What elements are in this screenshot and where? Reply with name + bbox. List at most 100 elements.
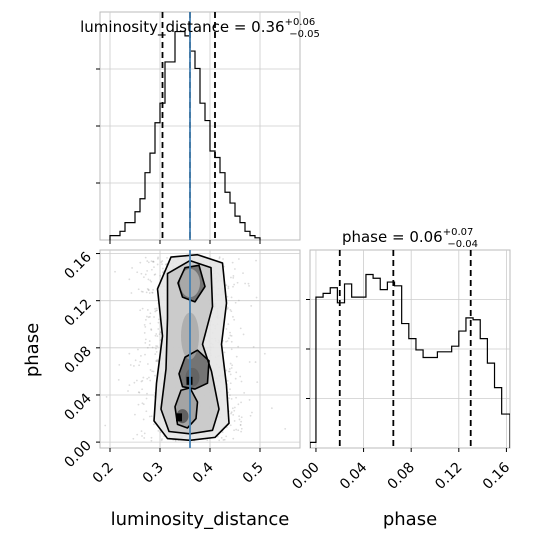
hist1-bin-27 — [245, 231, 250, 240]
scatter-sample-point — [151, 291, 154, 294]
scatter-2d-panel: 0.2 0.3 0.4 0.5 0.00 0.04 0.08 0.12 0.16 lumino… — [22, 249, 301, 530]
scatter-sample-point — [154, 353, 157, 355]
scatter-sample-point — [150, 329, 153, 331]
scatter-sample-point — [161, 267, 164, 270]
scatter-sample-point — [240, 427, 243, 430]
scatter-sample-point — [141, 307, 144, 310]
scatter-sample-point — [230, 340, 233, 343]
scatter-sample-point — [150, 328, 153, 331]
scatter-sample-point — [251, 411, 253, 414]
hist2-bin-23 — [473, 320, 480, 448]
scatter-sample-point — [150, 439, 153, 442]
scatter-sample-point — [142, 376, 145, 379]
scatter-sample-point — [225, 284, 228, 287]
scatter-sample-point — [138, 364, 140, 367]
scatter-sample-point — [244, 282, 247, 285]
scatter-sample-point — [232, 315, 234, 318]
hist2-bin-6 — [352, 297, 359, 448]
hist1-bin-5 — [135, 212, 140, 240]
hist1-bin-2 — [120, 231, 125, 240]
hist1-ticks — [96, 68, 261, 244]
scatter-sample-point — [232, 413, 235, 416]
scatter-sample-point — [237, 345, 240, 348]
scatter-sample-point — [233, 420, 236, 422]
scatter-sample-point — [155, 345, 157, 347]
scatter-ytick-label-4: 0.16 — [61, 249, 94, 282]
scatter-sample-point — [249, 414, 252, 417]
scatter-sample-point — [141, 291, 144, 293]
hist2-bin-24 — [480, 339, 487, 448]
hist1-bin-19 — [205, 121, 210, 240]
scatter-sample-point — [237, 258, 240, 260]
scatter-sample-point — [155, 360, 157, 362]
scatter-sample-point — [128, 278, 131, 281]
scatter-sample-point — [243, 391, 246, 394]
scatter-sample-point — [142, 403, 145, 406]
hist-phase-panel: 0.00 0.04 0.08 0.12 0.16 phase = 0.06+0.07 −0… — [289, 227, 513, 530]
scatter-sample-point — [146, 315, 148, 318]
scatter-sample-point — [270, 407, 273, 410]
hist1-bin-18 — [200, 103, 205, 240]
scatter-sample-point — [232, 275, 235, 277]
scatter-sample-point — [144, 256, 147, 259]
scatter-sample-point — [146, 392, 148, 395]
hist1-bin-7 — [145, 173, 150, 240]
scatter-sample-point — [156, 309, 158, 312]
scatter-sample-point — [139, 360, 142, 363]
scatter-sample-point — [153, 316, 155, 318]
scatter-sample-point — [146, 309, 149, 311]
scatter-sample-point — [222, 258, 224, 260]
scatter-sample-point — [137, 348, 139, 351]
contour-line-4 — [177, 264, 206, 303]
scatter-sample-point — [225, 328, 228, 330]
scatter-sample-point — [147, 261, 150, 264]
scatter-sample-point — [238, 415, 240, 418]
scatter-sample-point — [104, 424, 107, 427]
scatter-sample-point — [226, 308, 229, 310]
scatter-sample-point — [157, 318, 160, 321]
scatter-sample-point — [233, 429, 235, 432]
scatter-sample-point — [143, 437, 146, 439]
scatter-sample-point — [144, 342, 147, 344]
scatter-sample-point — [240, 420, 243, 423]
contour-line-3 — [178, 349, 210, 390]
scatter-sample-point — [254, 361, 257, 363]
hist2-bin-0 — [310, 442, 316, 448]
scatter-xtick-label-2: 0.4 — [190, 459, 217, 486]
scatter-sample-point — [118, 363, 121, 366]
scatter-sample-point — [233, 318, 236, 321]
scatter-sample-point — [105, 395, 108, 398]
scatter-sample-point — [166, 256, 168, 259]
scatter-sample-point — [143, 432, 146, 435]
hist2-bin-20 — [452, 346, 459, 448]
scatter-sample-point — [218, 439, 221, 442]
scatter-sample-point — [137, 403, 140, 406]
scatter-sample-point — [230, 276, 232, 279]
scatter-sample-point — [155, 333, 158, 335]
contour-line-2 — [174, 387, 199, 429]
scatter-sample-point — [284, 427, 287, 430]
scatter-sample-point — [222, 439, 225, 441]
contour-line-1 — [160, 259, 220, 435]
scatter-ytick-label-0: 0.00 — [61, 438, 94, 471]
scatter-sample-point — [157, 328, 160, 330]
hist1-bin-3 — [125, 223, 130, 240]
hist2-bin-27 — [502, 414, 510, 448]
hist2-bin-26 — [495, 388, 502, 448]
scatter-sample-point — [160, 439, 163, 442]
scatter-xtick-label-3: 0.5 — [240, 460, 267, 487]
scatter-sample-point — [151, 370, 154, 373]
hist1-title-upper: +0.06 — [285, 17, 316, 28]
scatter-sample-point — [158, 333, 161, 336]
scatter-sample-point — [227, 287, 230, 290]
hist2-title-upper: +0.07 — [443, 227, 474, 238]
scatter-sample-point — [153, 423, 155, 426]
scatter-sample-point — [148, 340, 151, 342]
scatter-sample-point — [155, 309, 158, 312]
scatter-sample-point — [130, 292, 133, 294]
scatter-sample-point — [152, 260, 155, 263]
scatter-sample-point — [153, 266, 155, 269]
density-peak-0 — [176, 413, 182, 422]
scatter-sample-point — [230, 348, 233, 351]
